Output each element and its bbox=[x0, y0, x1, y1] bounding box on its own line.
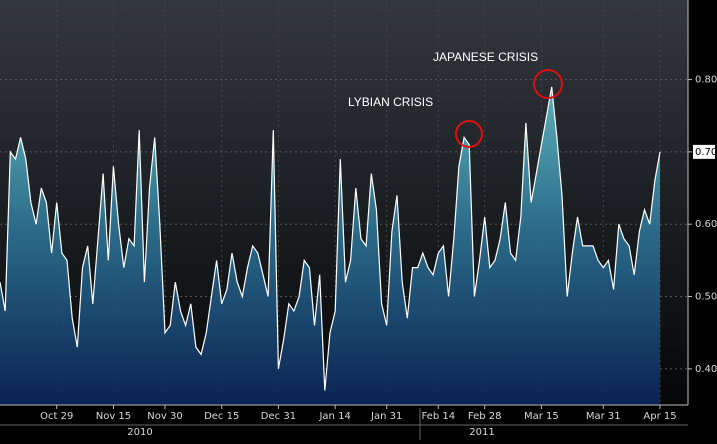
x-group-label: 2011 bbox=[469, 427, 494, 438]
annotation-circle bbox=[455, 120, 483, 148]
line bbox=[0, 86, 661, 391]
annotation: JAPANESE CRISIS bbox=[433, 50, 538, 64]
x-tick-label: Jan 31 bbox=[370, 411, 402, 422]
x-tick-label: Dec 31 bbox=[261, 411, 296, 422]
x-tick-label: Dec 15 bbox=[204, 411, 239, 422]
x-tick-label: Apr 15 bbox=[643, 411, 676, 422]
y-tick-label: 0.70 bbox=[695, 147, 717, 158]
y-tick-label: 0.80 bbox=[695, 75, 717, 86]
y-tick-label: 0.60 bbox=[695, 219, 717, 230]
annotation: LYBIAN CRISIS bbox=[348, 95, 433, 109]
x-tick-label: Mar 15 bbox=[524, 411, 559, 422]
x-tick-label: Feb 28 bbox=[468, 411, 502, 422]
y-tick-label: 0.40 bbox=[695, 364, 717, 375]
x-tick-label: Nov 30 bbox=[147, 411, 182, 422]
area-fill bbox=[0, 86, 660, 406]
x-tick-label: Jan 14 bbox=[318, 411, 350, 422]
x-tick-label: Oct 29 bbox=[40, 411, 73, 422]
x-tick-label: Nov 15 bbox=[96, 411, 131, 422]
annotation-circle bbox=[533, 69, 563, 99]
marks bbox=[0, 86, 661, 406]
last-value-box bbox=[693, 144, 715, 159]
x-tick-label: Feb 14 bbox=[421, 411, 455, 422]
y-tick-label: 0.50 bbox=[695, 292, 717, 303]
x-tick-label: Mar 31 bbox=[586, 411, 621, 422]
x-group-label: 2010 bbox=[127, 427, 152, 438]
